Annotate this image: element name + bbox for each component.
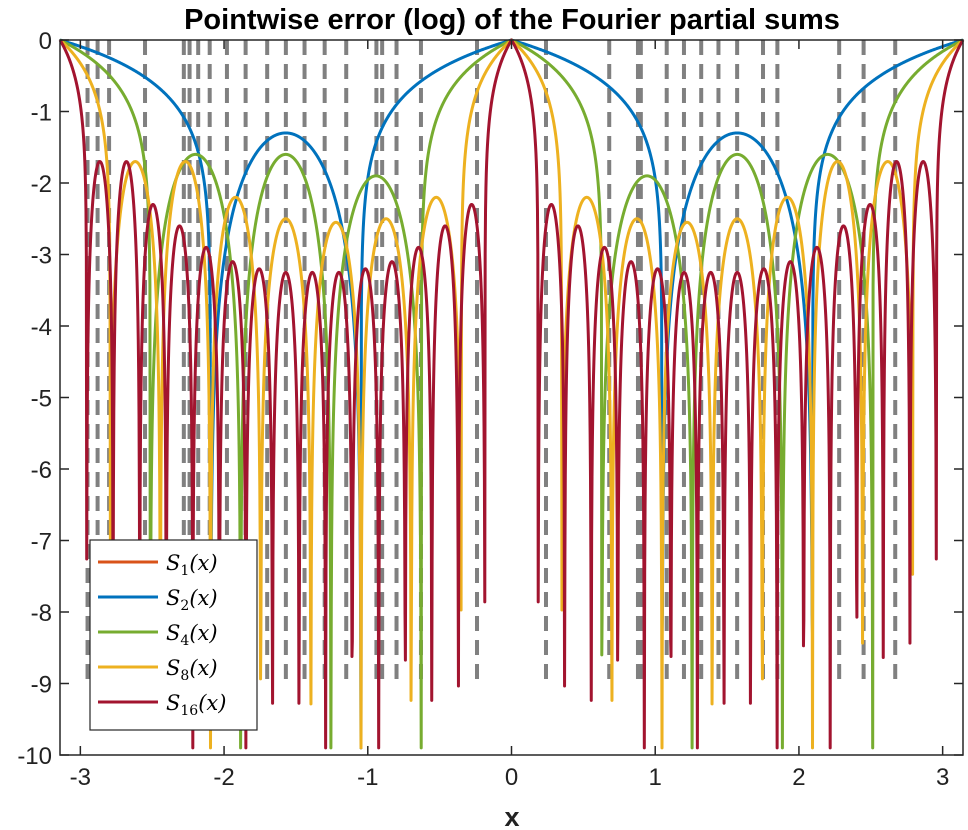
x-axis-label: x — [504, 802, 519, 830]
x-tick-label-4: 1 — [649, 764, 662, 791]
legend-label-1: S1(x) — [166, 551, 218, 579]
x-tick-label-5: 2 — [792, 764, 805, 791]
x-tick-label-2: -1 — [357, 764, 378, 791]
y-tick-label-8: -8 — [31, 600, 52, 627]
y-tick-label-0: 0 — [39, 28, 52, 55]
y-tick-label-3: -3 — [31, 243, 52, 270]
x-tick-label-6: 3 — [936, 764, 949, 791]
legend-label-8: S8(x) — [166, 656, 218, 684]
legend-label-16: S16(x) — [166, 691, 226, 719]
y-tick-label-5: -5 — [31, 386, 52, 413]
legend-box — [89, 539, 258, 731]
chart-title: Pointwise error (log) of the Fourier par… — [184, 4, 840, 36]
y-tick-label-10: -10 — [17, 743, 52, 770]
legend-label-4: S4(x) — [166, 621, 218, 649]
y-tick-label-6: -6 — [31, 457, 52, 484]
y-tick-label-9: -9 — [31, 672, 52, 699]
axes: -3 -2 -1 0 1 2 30-1-2-3-4-5-6-7-8-9-10 — [17, 28, 964, 791]
legend-label-2: S2(x) — [166, 586, 218, 614]
x-tick-label-3: 0 — [505, 764, 518, 791]
y-tick-label-4: -4 — [31, 314, 52, 341]
x-tick-label-0: -3 — [70, 764, 91, 791]
x-tick-label-1: -2 — [213, 764, 234, 791]
y-tick-label-1: -1 — [31, 100, 52, 127]
y-tick-label-2: -2 — [31, 171, 52, 198]
y-tick-label-7: -7 — [31, 529, 52, 556]
legend: S1(x) S2(x) S4(x) S8(x) S16(x) — [89, 539, 258, 731]
